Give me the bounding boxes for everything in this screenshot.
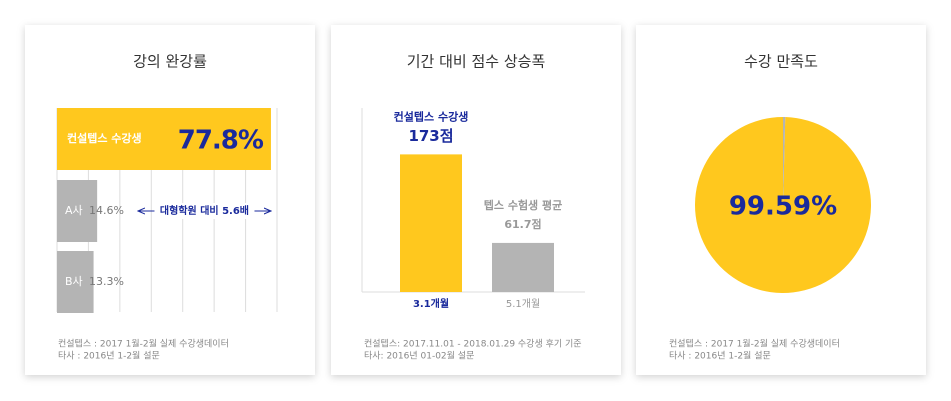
value-label: 13.3% [89,275,124,288]
pie-slice [695,117,872,294]
chart-title: 기간 대비 점수 상승폭 [407,53,546,71]
footnote: 컨설텝스 : 2017 1월-2월 실제 수강생데이터 [669,338,840,350]
value-label: 77.8% [178,126,264,156]
value-label: 61.7점 [504,217,541,231]
category-label: A사 [65,204,83,217]
series-label: 컨설텝스 수강생 [394,109,469,123]
footnote: 컨설텝스 : 2017 1월-2월 실제 수강생데이터 [58,338,229,350]
value-label: 99.59% [729,192,837,222]
chart-title: 강의 완강률 [133,53,207,71]
bar [57,180,98,242]
bar [492,242,554,292]
footnote: 타사: 2016년 01-02월 설문 [364,350,474,362]
card [331,25,621,375]
category-label: 컨설텝스 수강생 [67,131,142,145]
value-label: 14.6% [89,204,124,217]
x-tick-label: 3.1개월 [413,297,449,310]
chart-title: 수강 만족도 [744,53,818,71]
annotation-bg [154,203,255,219]
value-label: 173점 [408,127,453,145]
x-tick-label: 5.1개월 [506,298,540,310]
series-label: 텝스 수험생 평균 [484,198,563,212]
category-label: B사 [65,275,83,288]
footnote: 타사 : 2016년 1-2월 설문 [58,350,160,362]
bar [57,108,271,170]
pie-slice [783,117,786,205]
footnote: 컨설텝스: 2017.11.01 - 2018.01.29 수강생 후기 기준 [364,338,582,350]
footnote: 타사 : 2016년 1-2월 설문 [669,350,771,362]
annotation: 대형학원 대비 5.6배 [160,204,249,217]
bar [57,251,94,313]
bar [400,154,462,292]
